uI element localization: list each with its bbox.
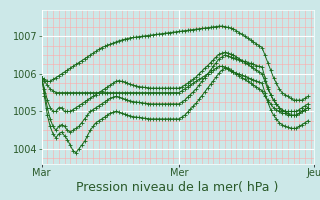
X-axis label: Pression niveau de la mer( hPa ): Pression niveau de la mer( hPa ) (76, 181, 279, 194)
